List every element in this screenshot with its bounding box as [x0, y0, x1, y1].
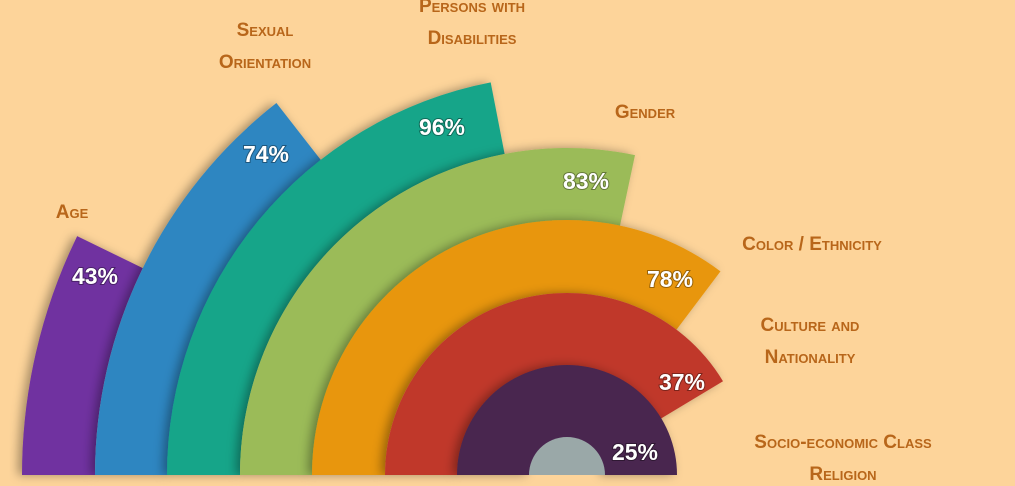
- percent-label: 43%: [72, 263, 118, 289]
- percent-label: 74%: [243, 141, 289, 167]
- percent-label: 78%: [647, 266, 693, 292]
- category-label: Culture and: [761, 315, 860, 336]
- arc-band: [385, 292, 724, 475]
- percent-label: 25%: [612, 439, 658, 465]
- arc-band: [167, 82, 505, 476]
- category-label: Orientation: [219, 52, 311, 73]
- arc-band: [240, 147, 635, 475]
- category-label: Persons with: [419, 0, 525, 17]
- arc-band: [95, 103, 322, 475]
- percent-label: 96%: [419, 114, 465, 140]
- arc-band: [22, 236, 143, 475]
- category-label: Sexual: [237, 20, 294, 41]
- category-label: Age: [56, 202, 89, 223]
- arc-band: [312, 219, 721, 475]
- category-label: Nationality: [765, 347, 856, 368]
- arcs: [22, 82, 724, 476]
- category-label: Religion: [809, 464, 876, 485]
- category-label: Color / Ethnicity: [742, 234, 882, 255]
- labels: Age 43% Sexual Orientation 74% Persons with Di…: [56, 0, 932, 485]
- center-disc: [529, 437, 605, 475]
- category-label: Socio-economic Class: [754, 432, 932, 453]
- category-label: Disabilities: [428, 28, 517, 49]
- percent-label: 37%: [659, 369, 705, 395]
- category-label: Gender: [615, 102, 676, 123]
- arc-band: [457, 365, 677, 475]
- percent-label: 83%: [563, 168, 609, 194]
